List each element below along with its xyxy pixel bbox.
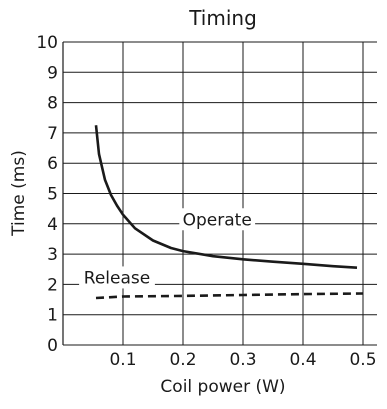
- series-line-operate: [94, 125, 358, 269]
- series-labels: Operate Release: [79, 208, 256, 289]
- y-tick-label: 4: [47, 215, 58, 235]
- y-tick-label: 7: [47, 124, 58, 144]
- y-tick-label: 10: [36, 33, 58, 53]
- grid-lines: [62, 41, 377, 346]
- series-line-release: [95, 292, 364, 300]
- x-tick-label: 0.5: [349, 350, 376, 370]
- series-lines: [94, 125, 364, 300]
- y-tick-label: 1: [47, 306, 58, 326]
- y-tick-label: 6: [47, 154, 58, 174]
- chart-title: Timing: [188, 6, 257, 30]
- x-tick-label: 0.3: [229, 350, 256, 370]
- y-axis-label: Time (ms): [9, 150, 29, 237]
- tick-labels: 0 1 2 3 4 5 6 7 8 9 10 0.1 0.2 0.3 0.4 0.5: [36, 33, 376, 370]
- y-tick-label: 0: [47, 336, 58, 356]
- operate-series-label: Operate: [183, 210, 252, 230]
- y-tick-label: 5: [47, 185, 58, 205]
- y-tick-label: 2: [47, 275, 58, 295]
- x-tick-label: 0.2: [169, 350, 196, 370]
- release-series-label: Release: [84, 268, 150, 288]
- y-tick-label: 8: [47, 94, 58, 114]
- x-axis-label: Coil power (W): [160, 377, 285, 397]
- y-tick-label: 9: [47, 63, 58, 83]
- release-series-label-background: [79, 266, 155, 289]
- x-tick-label: 0.4: [289, 350, 316, 370]
- y-tick-label: 3: [47, 245, 58, 265]
- x-tick-label: 0.1: [109, 350, 136, 370]
- operate-series-label-background: [179, 208, 256, 231]
